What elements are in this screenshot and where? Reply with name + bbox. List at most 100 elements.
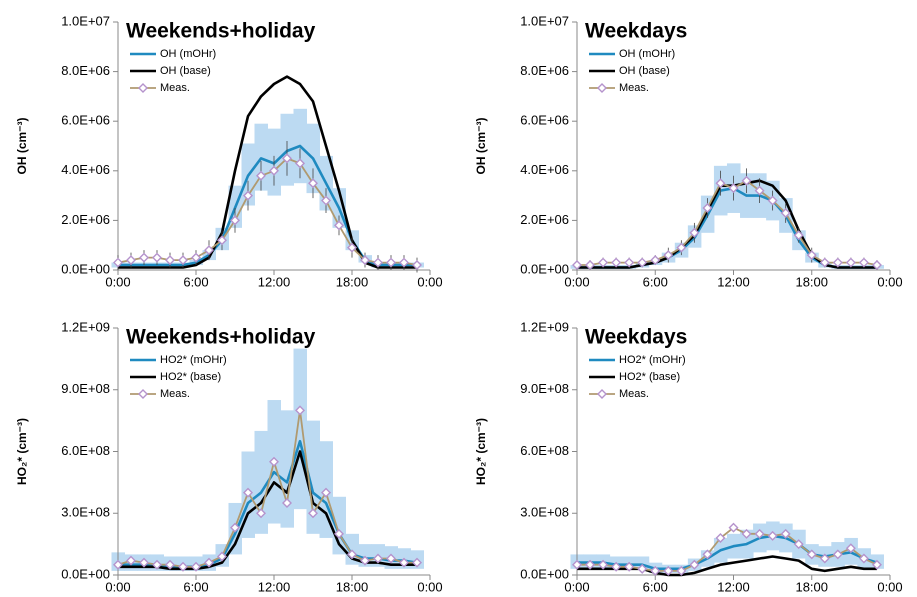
data-point bbox=[793, 539, 804, 550]
data-point bbox=[663, 565, 674, 576]
legend-label: Meas. bbox=[160, 82, 190, 94]
data-point bbox=[611, 561, 622, 572]
panel: 0.0E+00 3.0E+08 6.0E+08 9.0E+08 1.2E+09 0:00 6… bbox=[474, 319, 902, 594]
data-point bbox=[295, 158, 305, 169]
data-point bbox=[373, 553, 383, 564]
legend-label: OH (base) bbox=[619, 65, 670, 77]
x-tick-label: 0:00 bbox=[105, 274, 130, 289]
data-point bbox=[126, 555, 136, 566]
legend-label: Meas. bbox=[619, 388, 649, 400]
y-tick-label: 0.0E+00 bbox=[520, 566, 569, 581]
y-tick-label: 9.0E+08 bbox=[520, 381, 569, 396]
data-point bbox=[767, 195, 778, 206]
data-point bbox=[741, 528, 752, 539]
data-point bbox=[806, 549, 817, 560]
y-tick-label: 6.0E+08 bbox=[61, 443, 110, 458]
data-point bbox=[637, 563, 648, 574]
data-point bbox=[585, 559, 596, 570]
data-point bbox=[269, 456, 279, 467]
data-point bbox=[780, 207, 791, 218]
data-point bbox=[308, 508, 318, 519]
data-point bbox=[624, 257, 635, 268]
data-point bbox=[715, 532, 726, 543]
y-tick-label: 3.0E+08 bbox=[520, 505, 569, 520]
legend-label: OH (base) bbox=[160, 65, 211, 77]
x-tick-label: 0:00 bbox=[877, 579, 902, 594]
y-tick-label: 1.0E+07 bbox=[520, 13, 569, 28]
data-point bbox=[819, 553, 830, 564]
data-point bbox=[572, 559, 582, 570]
data-point bbox=[715, 178, 726, 189]
panel: 0.0E+00 3.0E+08 6.0E+08 9.0E+08 1.2E+09 0:00 6… bbox=[15, 319, 442, 594]
data-point bbox=[178, 561, 188, 572]
data-point bbox=[243, 190, 253, 201]
x-tick-label: 0:00 bbox=[105, 579, 130, 594]
data-point bbox=[754, 185, 765, 196]
y-tick-label: 6.0E+08 bbox=[520, 443, 569, 458]
legend-label: Meas. bbox=[160, 388, 190, 400]
axis-title: OH (cm⁻³) bbox=[15, 117, 29, 174]
panel: 0.0E+00 2.0E+06 4.0E+06 6.0E+06 8.0E+06 1.0E+… bbox=[15, 13, 442, 289]
x-tick-label: 18:00 bbox=[795, 274, 828, 289]
x-tick-label: 0:00 bbox=[417, 274, 442, 289]
data-point bbox=[702, 549, 713, 560]
data-point bbox=[165, 559, 175, 570]
axis-title: HO₂* (cm⁻³) bbox=[474, 418, 488, 485]
data-point bbox=[832, 257, 843, 268]
data-point bbox=[113, 559, 123, 570]
x-tick-label: 6:00 bbox=[643, 274, 668, 289]
y-tick-label: 1.2E+09 bbox=[61, 319, 110, 334]
uncertainty-band bbox=[254, 430, 268, 534]
chart-title: Weekdays bbox=[585, 20, 687, 43]
y-tick-label: 4.0E+06 bbox=[520, 162, 569, 177]
legend-label: HO2* (base) bbox=[160, 371, 221, 383]
x-tick-label: 6:00 bbox=[183, 579, 208, 594]
chart-title: Weekdays bbox=[585, 326, 687, 349]
data-point bbox=[217, 551, 227, 562]
x-tick-label: 18:00 bbox=[795, 579, 828, 594]
chart-title: Weekends+holiday bbox=[126, 326, 316, 349]
x-tick-label: 12:00 bbox=[258, 579, 291, 594]
x-tick-label: 12:00 bbox=[258, 274, 291, 289]
data-point bbox=[741, 175, 752, 186]
legend-label: HO2* (base) bbox=[619, 371, 680, 383]
data-point bbox=[139, 557, 149, 568]
y-tick-label: 8.0E+06 bbox=[520, 63, 569, 78]
data-point bbox=[572, 260, 582, 271]
y-tick-label: 1.2E+09 bbox=[520, 319, 569, 334]
data-point bbox=[702, 203, 713, 213]
data-point bbox=[360, 255, 370, 266]
data-point bbox=[728, 522, 739, 533]
data-point bbox=[412, 557, 422, 568]
x-tick-label: 0:00 bbox=[877, 274, 902, 289]
data-point bbox=[139, 252, 149, 263]
data-point bbox=[321, 195, 331, 206]
y-tick-label: 6.0E+06 bbox=[520, 113, 569, 128]
data-point bbox=[845, 543, 856, 554]
data-point bbox=[412, 260, 422, 271]
data-point bbox=[360, 555, 370, 566]
data-point bbox=[689, 227, 700, 238]
uncertainty-band bbox=[293, 348, 307, 510]
x-tick-label: 18:00 bbox=[336, 579, 369, 594]
data-point bbox=[347, 549, 357, 560]
data-point bbox=[256, 170, 266, 181]
legend-marker bbox=[138, 389, 148, 399]
data-point bbox=[676, 242, 687, 253]
y-tick-label: 1.0E+07 bbox=[61, 13, 110, 28]
data-point bbox=[650, 255, 661, 266]
data-point bbox=[780, 528, 791, 539]
data-point bbox=[663, 250, 674, 261]
y-tick-label: 2.0E+06 bbox=[61, 212, 110, 227]
data-point bbox=[256, 508, 266, 519]
y-tick-label: 0.0E+00 bbox=[61, 566, 110, 581]
data-point bbox=[334, 220, 344, 231]
data-point bbox=[373, 257, 383, 268]
data-point bbox=[650, 565, 661, 576]
data-point bbox=[334, 528, 344, 539]
data-point bbox=[871, 559, 882, 570]
y-tick-label: 0.0E+00 bbox=[61, 261, 110, 276]
data-point bbox=[585, 260, 596, 271]
axis-title: OH (cm⁻³) bbox=[474, 117, 488, 174]
data-point bbox=[689, 559, 700, 570]
